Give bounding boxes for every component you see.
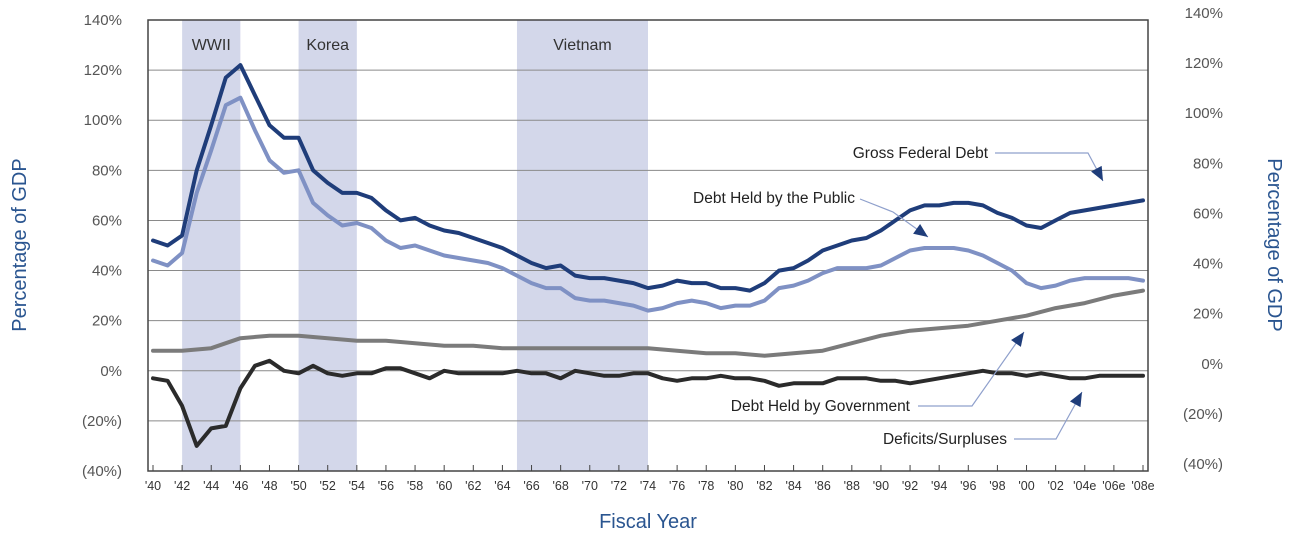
x-tick-label: '76 <box>669 479 685 493</box>
annotation-leader <box>1014 391 1083 440</box>
x-tick-label: '50 <box>290 479 306 493</box>
x-tick-label: '72 <box>611 479 627 493</box>
x-tick-label: '92 <box>902 479 918 493</box>
x-tick-label: '86 <box>815 479 831 493</box>
y-tick-label-right: 0% <box>1201 356 1223 373</box>
shaded-period-korea <box>298 20 357 471</box>
x-tick-label: '58 <box>407 479 423 493</box>
x-tick-label: '70 <box>582 479 598 493</box>
x-tick-label: '94 <box>931 479 947 493</box>
x-tick-label: '66 <box>523 479 539 493</box>
annotation-leader <box>918 331 1025 407</box>
x-tick-label: '88 <box>844 479 860 493</box>
annotations: Gross Federal Debt Debt Held by the Publi… <box>693 145 1104 448</box>
x-tick-label: '00 <box>1018 479 1034 493</box>
y-tick-label-left: 120% <box>84 62 122 79</box>
x-tick-label: '80 <box>727 479 743 493</box>
x-tick-label: '44 <box>203 479 219 493</box>
y-tick-label-left: 80% <box>92 162 122 179</box>
y-tick-label-right: 120% <box>1185 55 1223 72</box>
y-tick-label-right: 80% <box>1193 155 1223 172</box>
shaded-period-label-korea: Korea <box>306 37 349 54</box>
y-tick-label-left: (40%) <box>82 463 122 480</box>
x-tick-label: '04e <box>1073 479 1096 493</box>
series-line-debt-held-by-government <box>151 288 1145 358</box>
shaded-period-label-vietnam: Vietnam <box>553 37 611 54</box>
annotation-debt-held-by-the-public: Debt Held by the Public <box>693 190 855 207</box>
x-tick-label: '82 <box>756 479 772 493</box>
y-tick-label-left: 0% <box>100 363 122 380</box>
shaded-periods: WWII Korea Vietnam <box>182 20 648 471</box>
x-tick-label: '52 <box>320 479 336 493</box>
x-tick-label: '90 <box>873 479 889 493</box>
y-axis-title-left: Percentage of GDP <box>9 158 31 331</box>
x-tick-label: '78 <box>698 479 714 493</box>
x-tick-label: '62 <box>465 479 481 493</box>
y-tick-label-right: 100% <box>1185 105 1223 122</box>
x-tick-label: '06e <box>1102 479 1125 493</box>
y-tick-label-right: 20% <box>1193 306 1223 323</box>
x-tick-label: '48 <box>261 479 277 493</box>
x-tick-label: '08e <box>1131 479 1154 493</box>
x-tick-label: '42 <box>174 479 190 493</box>
y-tick-label-right: (40%) <box>1183 456 1223 473</box>
x-tick-label: '40 <box>145 479 161 493</box>
x-tick-label: '96 <box>960 479 976 493</box>
annotation-arrowhead <box>1069 392 1082 408</box>
annotation-gross-federal-debt: Gross Federal Debt <box>853 145 989 162</box>
series-lines <box>151 63 1145 448</box>
y-tick-label-right: 140% <box>1185 5 1223 22</box>
annotation-deficits-surpluses: Deficits/Surpluses <box>883 431 1007 448</box>
x-axis-title: Fiscal Year <box>599 511 697 533</box>
y-tick-label-left: (20%) <box>82 413 122 430</box>
x-tick-label: '60 <box>436 479 452 493</box>
shaded-period-wwii <box>182 20 241 471</box>
y-tick-label-left: 60% <box>92 212 122 229</box>
x-tick-label: '46 <box>232 479 248 493</box>
y-tick-label-left: 40% <box>92 263 122 280</box>
annotation-arrowhead <box>1011 332 1024 347</box>
y-axis-left: 140% 120% 100% 80% 60% 40% 20% 0% (20%) (40%) <box>82 12 122 480</box>
x-tick-label: '56 <box>378 479 394 493</box>
y-axis-right: 140% 120% 100% 80% 60% 40% 20% 0% (20%) (40%) <box>1183 5 1223 473</box>
x-tick-label: '84 <box>785 479 801 493</box>
y-axis-title-right: Percentage of GDP <box>1263 158 1285 331</box>
shaded-period-vietnam <box>516 20 648 471</box>
x-tick-label: '02 <box>1047 479 1063 493</box>
y-tick-label-left: 100% <box>84 112 122 129</box>
series-line-deficits-surpluses <box>151 358 1145 448</box>
y-tick-label-right: (20%) <box>1183 406 1223 423</box>
series-line-gross-federal-debt <box>151 63 1145 293</box>
plot-frame <box>147 19 1149 472</box>
y-tick-label-right: 60% <box>1193 205 1223 222</box>
series-line-debt-held-by-the-public <box>151 95 1145 313</box>
annotation-arrowhead <box>913 223 928 237</box>
x-tick-label: '74 <box>640 479 656 493</box>
y-tick-label-right: 40% <box>1193 256 1223 273</box>
annotation-leader <box>995 152 1104 182</box>
x-tick-label: '54 <box>349 479 365 493</box>
x-tick-label: '98 <box>989 479 1005 493</box>
x-axis: '40 '42 '44 '46 '48 '50 '52 '54 '56 '58 '60 '62 '64 '… <box>145 465 1155 493</box>
x-tick-label: '64 <box>494 479 510 493</box>
shaded-period-label-wwii: WWII <box>192 37 231 54</box>
y-tick-label-left: 20% <box>92 313 122 330</box>
y-tick-label-left: 140% <box>84 12 122 29</box>
annotation-leader <box>859 198 929 238</box>
x-tick-label: '68 <box>552 479 568 493</box>
annotation-arrowhead <box>1091 165 1103 181</box>
annotation-debt-held-by-government: Debt Held by Government <box>731 398 911 415</box>
